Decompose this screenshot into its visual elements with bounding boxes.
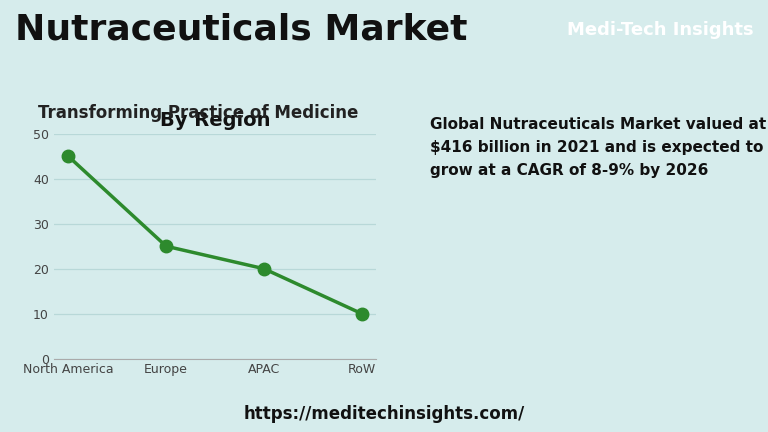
Text: Nutraceuticals Market: Nutraceuticals Market — [15, 13, 468, 47]
Text: Medi-Tech Insights: Medi-Tech Insights — [567, 21, 754, 39]
Text: Global Nutraceuticals Market valued at
$416 billion in 2021 and is expected to
g: Global Nutraceuticals Market valued at $… — [430, 117, 766, 178]
Text: https://meditechinsights.com/: https://meditechinsights.com/ — [243, 405, 525, 423]
Text: Transforming Practice of Medicine: Transforming Practice of Medicine — [38, 104, 359, 122]
Title: By Region: By Region — [160, 111, 270, 130]
